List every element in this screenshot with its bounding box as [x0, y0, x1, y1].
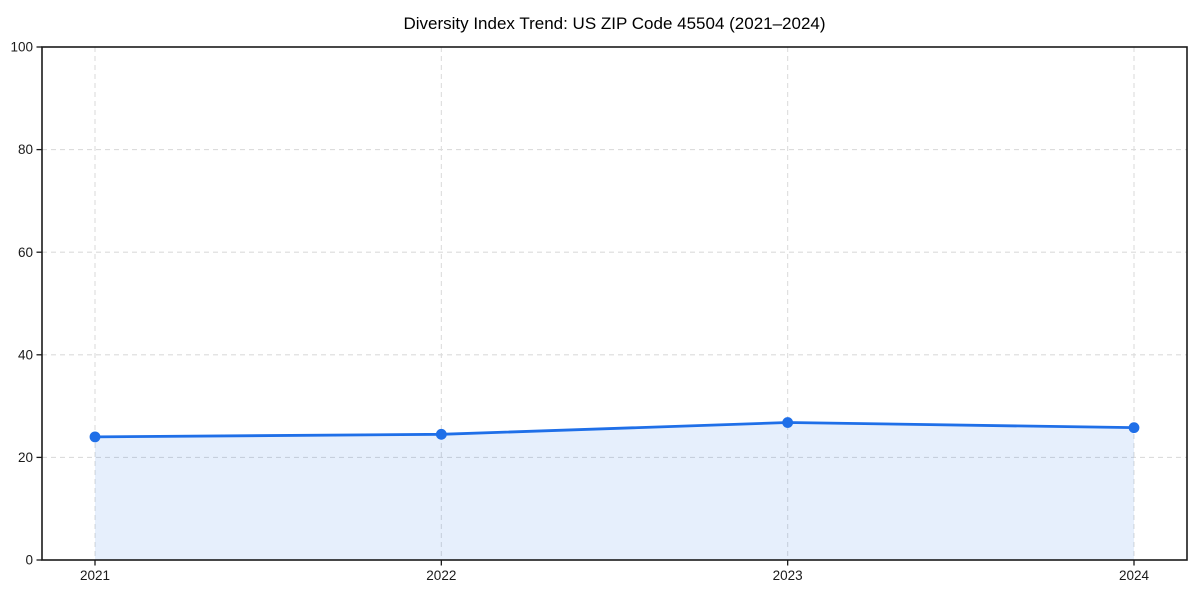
y-tick-label: 20: [18, 450, 33, 465]
y-tick-label: 60: [18, 245, 33, 260]
x-tick-label: 2024: [1119, 568, 1150, 583]
data-point-2022: [435, 428, 447, 440]
y-tick-label: 0: [25, 553, 33, 568]
data-point-2023: [782, 417, 794, 428]
data-point-2024: [1128, 422, 1140, 434]
data-point-2021: [89, 431, 101, 443]
x-tick-label: 2022: [426, 568, 456, 583]
area-fill: [95, 422, 1134, 560]
y-tick-label: 40: [18, 347, 33, 362]
chart-title: Diversity Index Trend: US ZIP Code 45504…: [403, 14, 826, 33]
x-tick-label: 2023: [773, 568, 803, 583]
x-tick-label: 2021: [80, 568, 110, 583]
trend-line: [93, 421, 1136, 439]
y-tick-label: 100: [10, 40, 33, 55]
plot-border: [41, 46, 1188, 561]
y-tick-label: 80: [18, 142, 33, 157]
